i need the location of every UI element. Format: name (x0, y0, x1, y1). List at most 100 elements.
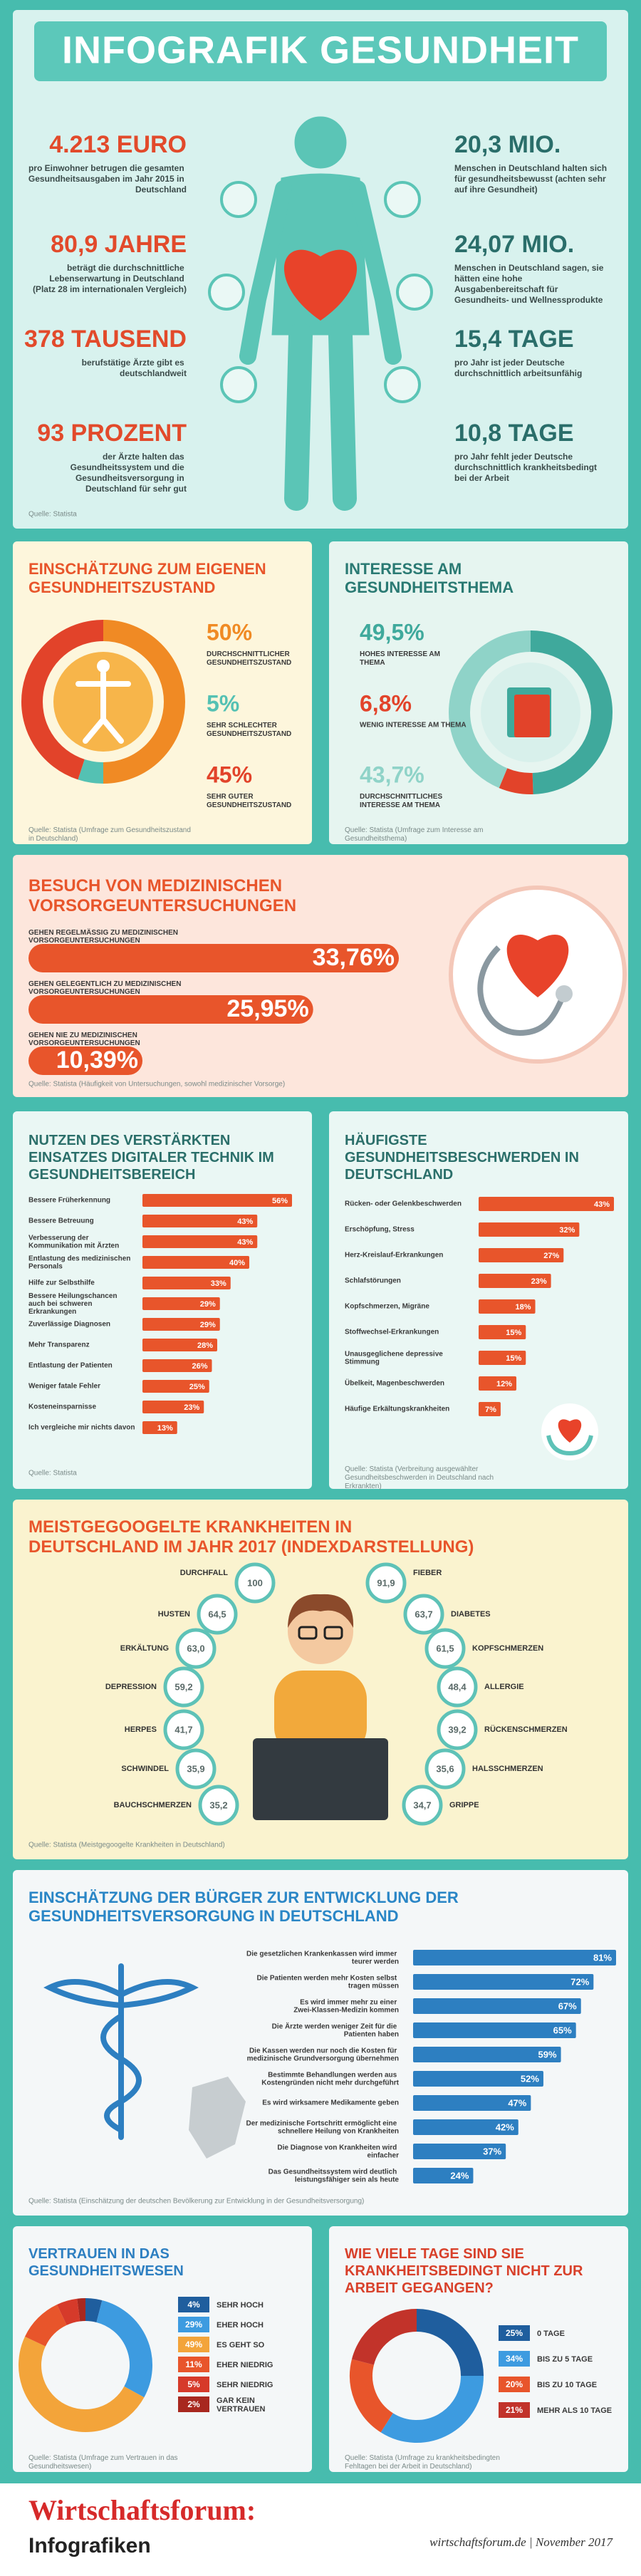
category-label: WENIG INTERESSE AM THEMA (360, 722, 467, 729)
text-line: Bessere Heilungschancen (28, 1292, 119, 1300)
bar (142, 1297, 220, 1310)
value-label: 67% (558, 2000, 577, 2011)
category-label: Entlastung der Patienten (28, 1362, 113, 1370)
text-line: Die Kassen werden nur noch die Kosten fü… (249, 2047, 399, 2055)
value-label: 23% (184, 1403, 199, 1412)
text-line: in Deutschland) (28, 835, 78, 843)
category-label: Unausgeglichene depressive Stimmung (345, 1350, 445, 1366)
stat-text: pro Jahr fehlt jeder Deutsche durchschni… (454, 452, 599, 483)
category-label: Kosteneinsparnisse (28, 1403, 96, 1411)
text-line: DURCHSCHNITTLICHER (207, 650, 291, 658)
index-circle (437, 1666, 478, 1708)
category-label: Die Diagnose von Krankheiten wird einfac… (277, 2144, 399, 2159)
text-line: Gesundheitsthema) (345, 835, 407, 843)
category-label: Der medizinische Fortschritt ermöglicht … (246, 2119, 400, 2135)
panel (329, 2226, 628, 2472)
category-label: Schlafstörungen (345, 1277, 401, 1285)
text-line: VERTRAUEN (217, 2405, 266, 2414)
text-line: auf ihre Gesundheit) (454, 185, 538, 194)
heart (558, 1419, 582, 1443)
legend-swatch (499, 2351, 530, 2367)
legend-swatch (178, 2317, 209, 2332)
text-line: durchschnittlich krankheitsbedingt (454, 462, 599, 472)
source-note: Quelle: Statista (Umfrage zum Gesundheit… (28, 826, 193, 843)
donut-segment (499, 768, 533, 794)
text-line: GESUNDHEITSZUSTAND (28, 578, 215, 596)
bar (479, 1197, 614, 1211)
index-circle (198, 1785, 239, 1826)
text-line: GESUNDHEITSBESCHWERDEN IN (345, 1150, 583, 1165)
source-note: Quelle: Statista (Umfrage zum Interesse … (345, 826, 485, 843)
stat-text: der Ärzte halten das Gesundheitssystem u… (71, 451, 187, 494)
legend-label: EHER NIEDRIG (217, 2361, 273, 2369)
value-label: 5% (187, 2379, 200, 2389)
glasses (298, 1626, 318, 1640)
value-label: 2% (187, 2399, 200, 2409)
category-label: Herz-Kreislauf-Erkrankungen (345, 1252, 443, 1260)
category-label: Die gesetzlichen Krankenkassen wird imme… (246, 1950, 399, 1965)
text-line: GESUNDHEITSZUSTAND (207, 730, 291, 738)
text-line: Die gesetzlichen Krankenkassen wird imme… (246, 1950, 399, 1958)
category-label: Kopfschmerzen, Migräne (345, 1303, 429, 1311)
category-label: Die Ärzte werden weniger Zeit für die Pa… (272, 2021, 399, 2038)
text-line: Erkrankungen (28, 1308, 76, 1316)
text-line: Das Gesundheitssystem wird deutlich (269, 2168, 399, 2176)
text-line: pro Einwohner betrugen die gesamten (28, 163, 187, 173)
value-label: 61,5 (436, 1643, 454, 1653)
value-label: 25% (506, 2328, 523, 2338)
value-label: 49,5% (360, 619, 424, 645)
text-line: hätten eine hohe (454, 274, 525, 284)
text-line: VORSORGEUNTERSUCHUNGEN (28, 988, 140, 996)
category-label: BAUCHSCHMERZEN (114, 1801, 192, 1809)
donut-segment (56, 2298, 80, 2326)
value-label: 42% (496, 2121, 514, 2132)
bar (142, 1380, 209, 1393)
category-label: GEHEN GELEGENTLICH ZU MEDIZINISCHEN VORS… (28, 980, 183, 996)
category-label: SEHR GUTER GESUNDHEITSZUSTAND (207, 793, 291, 809)
icon-circle (208, 274, 245, 311)
map (189, 2077, 246, 2159)
value-label: 100 (247, 1577, 263, 1588)
text-line: VERTRAUEN IN DAS (28, 2246, 173, 2262)
text-line: medizinische Grundversorgung übernehmen (247, 2055, 399, 2062)
text-line: Gesundheitsversorgung in (75, 473, 187, 483)
bar (142, 1256, 249, 1269)
bar (142, 1215, 258, 1227)
legend-swatch (178, 2357, 209, 2372)
icon-circle (384, 366, 421, 403)
legend-label: SEHR HOCH (217, 2301, 264, 2310)
value-label: 81% (593, 1952, 612, 1963)
text-line: Kostengründen nicht mehr durchgeführt (261, 2079, 399, 2087)
caduceus (43, 1963, 199, 2140)
category-label: HERPES (125, 1725, 157, 1734)
bar (142, 1339, 217, 1351)
text-line: deutschlandweit (120, 368, 187, 378)
value-label: 29% (200, 1300, 216, 1309)
icon-circle (396, 274, 433, 311)
text-line: GEHEN GELEGENTLICH ZU MEDIZINISCHEN (28, 980, 183, 988)
text-line: KRANKHEITSBEDINGT NICHT ZUR (345, 2263, 587, 2279)
text-line: Die Ärzte werden weniger Zeit für die (272, 2021, 399, 2030)
category-label: SCHWINDEL (121, 1765, 169, 1773)
stat-value: 4.213 EURO (49, 131, 187, 158)
value-label: 64,5 (208, 1609, 226, 1619)
category-label: FIEBER (413, 1569, 442, 1577)
legend-label: 0 TAGE (537, 2330, 565, 2338)
category-label: Es wird wirksamere Medikamente geben (262, 2099, 399, 2107)
donut-segment (350, 2359, 394, 2433)
category-label: DURCHFALL (180, 1569, 228, 1577)
bar (413, 2119, 518, 2135)
stethoscope-head (556, 985, 573, 1002)
text-line: GESUNDHEITSZUSTAND (207, 801, 291, 809)
category-label: Entlastung des medizinischen Personals (28, 1255, 132, 1270)
bar (413, 2022, 576, 2038)
stat-text: Menschen in Deutschland halten sich für … (454, 163, 609, 194)
category-label: GEHEN NIE ZU MEDIZINISCHEN VORSORGEUNTER… (28, 1032, 140, 1047)
value-label: 43,7% (360, 762, 424, 787)
text-line: Personals (28, 1262, 63, 1270)
chart-title: INTERESSE AM GESUNDHEITSTHEMA (345, 560, 514, 596)
value-label: 29% (200, 1321, 216, 1329)
yoga-icon-head (97, 660, 110, 672)
index-circle (175, 1748, 217, 1790)
legend-label: MEHR ALS 10 TAGE (537, 2406, 612, 2415)
